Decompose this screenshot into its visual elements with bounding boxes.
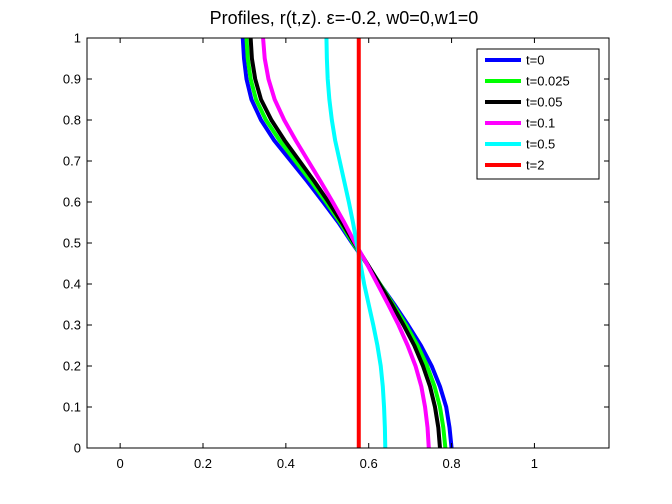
legend-label: t=2 [526, 158, 544, 173]
series-line-4 [324, 37, 388, 449]
legend-label: t=0.1 [526, 116, 555, 131]
y-tick-label: 1 [74, 31, 81, 46]
y-tick-label: 0.5 [63, 236, 81, 251]
y-tick-label: 0.8 [63, 113, 81, 128]
y-tick-label: 0.1 [63, 400, 81, 415]
y-tick-label: 0.4 [63, 277, 81, 292]
legend-label: t=0 [526, 53, 544, 68]
series-line-2 [248, 37, 442, 449]
legend-label: t=0.5 [526, 137, 555, 152]
series-lines [240, 37, 454, 449]
x-tick-label: 1 [531, 456, 538, 471]
axis-ticks: 0 0.2 0.4 0.6 0.8 1 0 0.1 0.2 0.3 0.4 0.5 0.6 0.7 0.8 0… [63, 31, 609, 471]
legend-label: t=0.025 [526, 74, 570, 89]
x-tick-label: 0.2 [194, 456, 212, 471]
series-line-3 [261, 37, 431, 449]
legend-box [476, 48, 600, 180]
x-tick-label: 0.4 [277, 456, 295, 471]
y-tick-label: 0.9 [63, 72, 81, 87]
chart-title: Profiles, r(t,z). ε=-0.2, w0=0,w1=0 [210, 8, 479, 28]
legend-label: t=0.05 [526, 95, 563, 110]
y-tick-label: 0 [74, 441, 81, 456]
y-tick-label: 0.2 [63, 359, 81, 374]
x-tick-label: 0.6 [360, 456, 378, 471]
y-tick-label: 0.3 [63, 318, 81, 333]
x-tick-label: 0.8 [443, 456, 461, 471]
y-tick-label: 0.6 [63, 195, 81, 210]
x-tick-label: 0 [117, 456, 124, 471]
legend: t=0 t=0.025 t=0.05 t=0.1 t=0.5 t=2 [476, 48, 600, 180]
y-tick-label: 0.7 [63, 154, 81, 169]
